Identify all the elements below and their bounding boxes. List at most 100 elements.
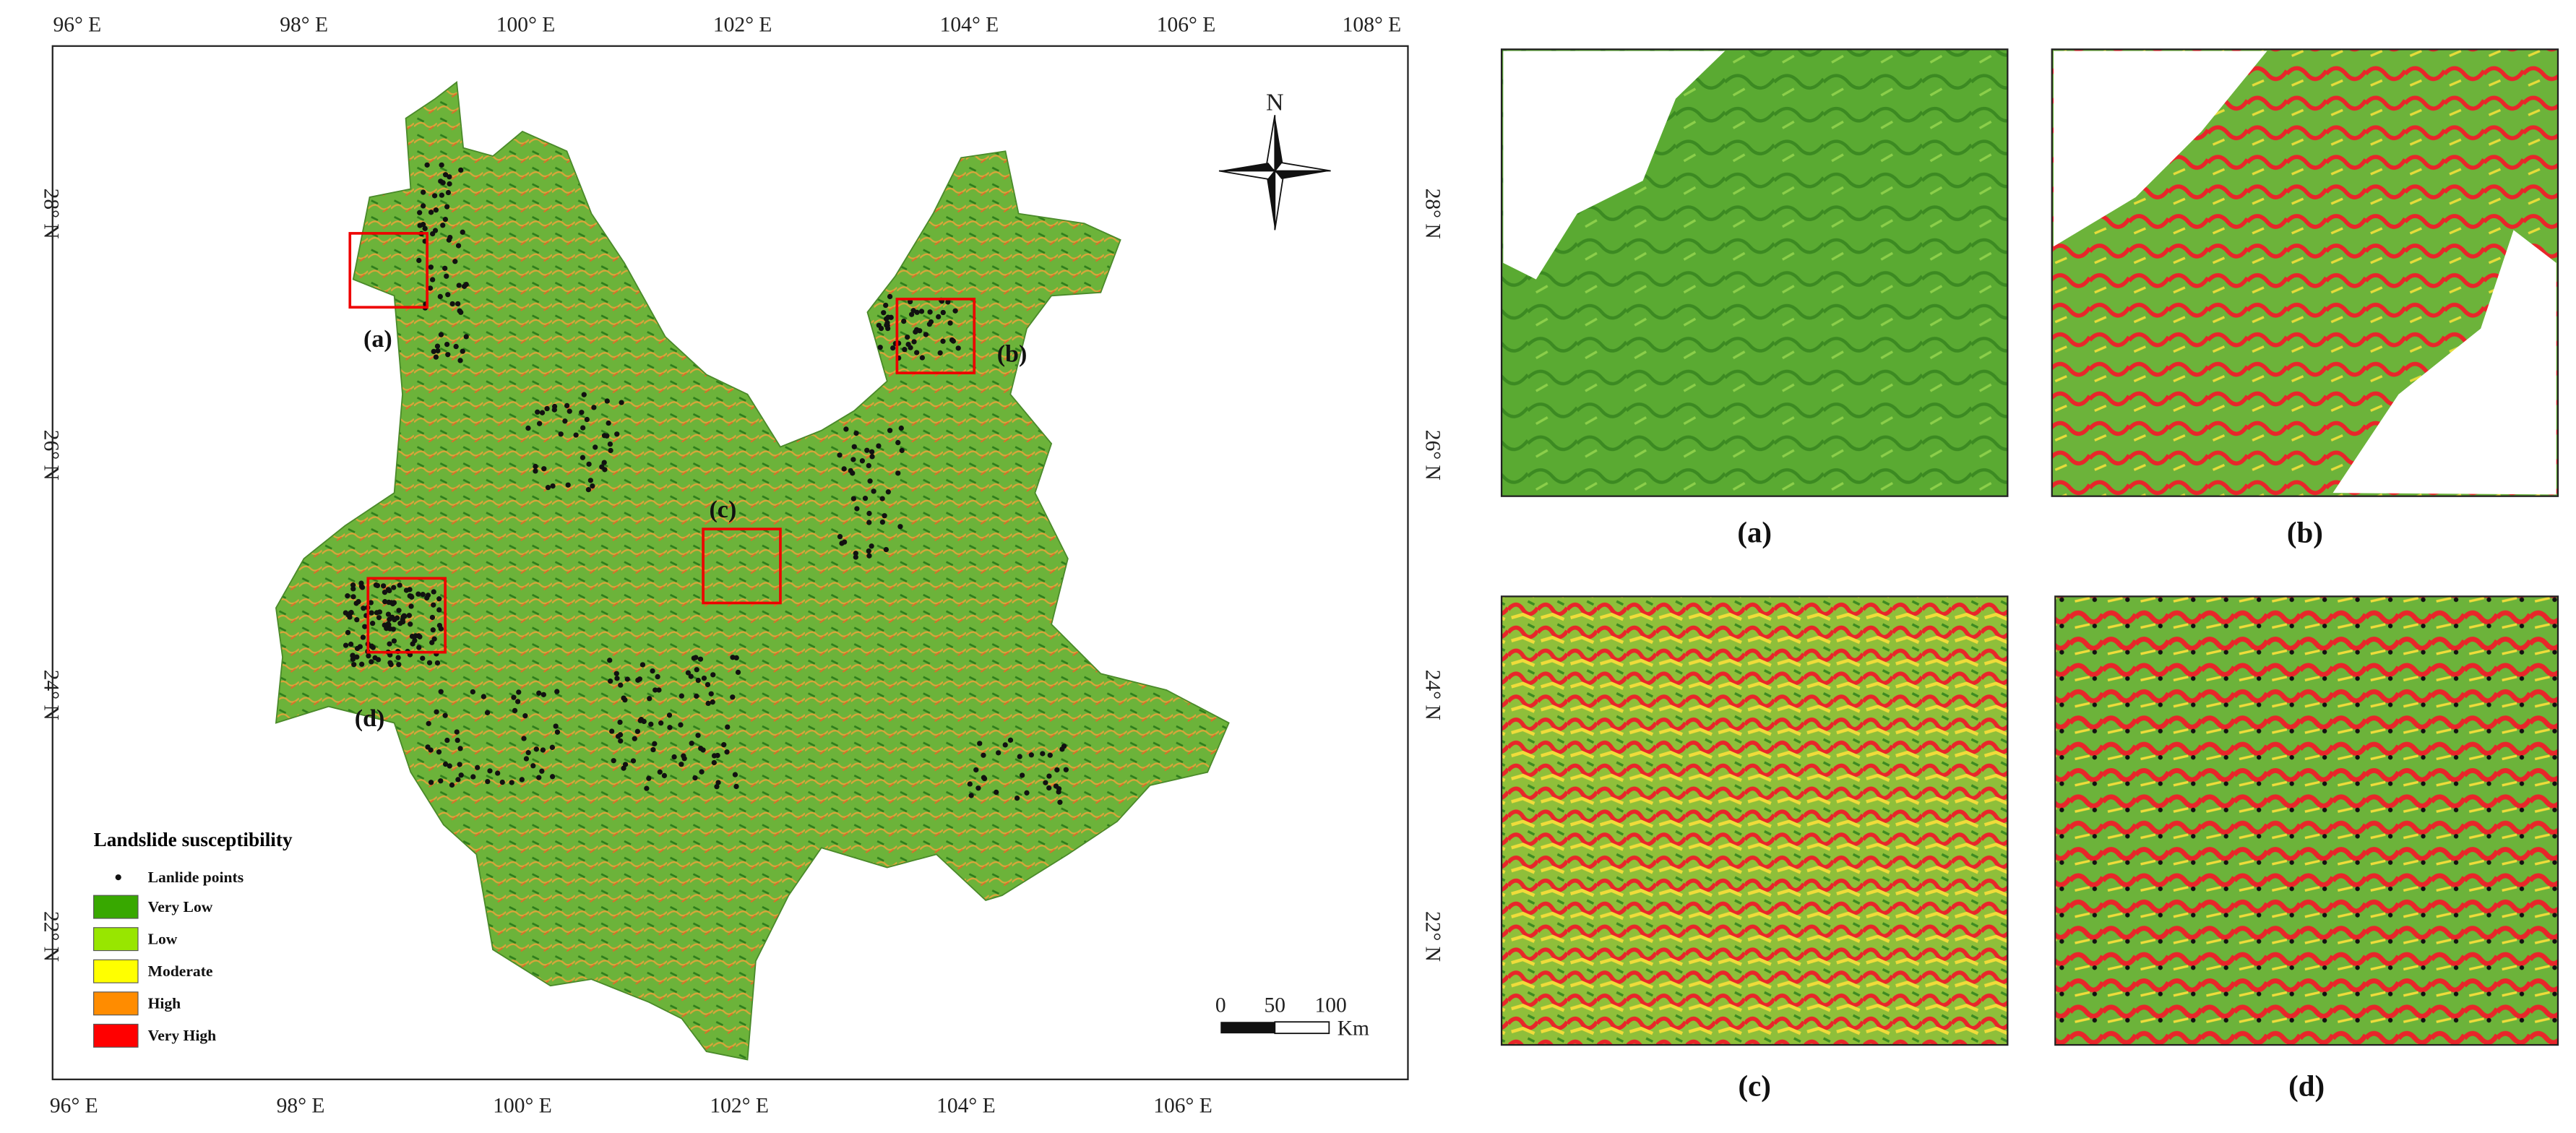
landslide-point <box>433 354 439 360</box>
lat-label: 22° N <box>39 911 62 962</box>
lon-label: 98° E <box>277 1094 325 1117</box>
landslide-point <box>1053 783 1059 789</box>
landslide-point <box>732 772 738 777</box>
legend: Very Low Low Moderate High Very High <box>93 895 216 1048</box>
landslide-point <box>885 314 891 320</box>
landslide-point <box>650 668 655 674</box>
north-label: N <box>1266 89 1284 116</box>
legend-swatch <box>93 895 139 919</box>
landslide-point <box>455 737 460 744</box>
zoom-box-label: (d) <box>355 705 385 732</box>
landslide-point <box>434 709 439 715</box>
lon-label: 104° E <box>940 13 999 36</box>
scale-unit: Km <box>1337 1017 1369 1040</box>
landslide-point <box>656 687 662 693</box>
landslide-point <box>614 676 620 681</box>
landslide-point <box>444 341 450 348</box>
landslide-point <box>644 785 650 791</box>
inset-blank <box>1503 51 1726 280</box>
landslide-point <box>619 400 624 405</box>
landslide-point <box>366 653 371 659</box>
landslide-point <box>403 587 410 593</box>
landslide-point <box>967 781 973 787</box>
landslide-point <box>361 606 366 611</box>
landslide-point <box>400 619 406 625</box>
landslide-point <box>647 696 652 702</box>
landslide-point <box>438 778 444 784</box>
landslide-point <box>447 181 452 187</box>
landslide-point <box>420 655 426 661</box>
landslide-point <box>354 645 361 652</box>
landslide-point <box>928 319 934 325</box>
landslide-point <box>427 285 434 291</box>
landslide-point <box>981 752 986 758</box>
landslide-point <box>417 223 423 228</box>
landslide-point <box>850 496 856 501</box>
landslide-point <box>350 582 356 588</box>
landslide-point <box>678 722 684 728</box>
landslide-point <box>455 243 462 249</box>
landslide-point <box>945 299 951 305</box>
landslide-point <box>658 720 664 726</box>
landslide-point <box>426 660 433 665</box>
landslide-point <box>667 725 673 731</box>
lon-label: 104° E <box>936 1094 996 1117</box>
landslide-point <box>694 693 699 699</box>
landslide-point <box>981 775 988 782</box>
landslide-point <box>396 662 402 668</box>
landslide-point <box>549 744 556 750</box>
legend-label: Moderate <box>148 962 213 980</box>
landslide-point <box>539 768 545 774</box>
landslide-point <box>396 608 402 613</box>
landslide-point <box>876 443 882 449</box>
landslide-point <box>721 742 727 748</box>
lon-label: 96° E <box>53 13 101 36</box>
landslide-point <box>657 769 663 775</box>
landslide-point <box>442 265 448 271</box>
landslide-point <box>387 626 393 632</box>
landslide-point <box>630 758 637 764</box>
landslide-point <box>648 721 654 727</box>
landslide-point <box>442 216 449 223</box>
landslide-point <box>458 167 464 173</box>
landslide-point <box>481 694 486 699</box>
scale-bar <box>1220 1022 1275 1034</box>
landslide-point <box>457 358 463 363</box>
landslide-point <box>701 675 707 681</box>
landslide-point <box>996 750 1001 756</box>
landslide-point <box>699 769 705 775</box>
landslide-point <box>374 610 380 616</box>
zoom-box <box>702 527 782 605</box>
lon-label: 106° E <box>1153 1094 1212 1117</box>
landslide-point <box>895 470 901 476</box>
inset-label: (c) <box>1738 1070 1770 1103</box>
landslide-point <box>416 645 422 650</box>
landslide-point <box>516 689 522 695</box>
landslide-point <box>710 672 716 678</box>
landslide-point <box>853 554 858 560</box>
landslide-point <box>431 348 436 355</box>
landslide-point <box>927 309 933 315</box>
lat-label: 24° N <box>1421 670 1444 720</box>
landslide-point <box>457 746 463 751</box>
landslide-point <box>652 687 658 693</box>
landslide-point <box>887 293 893 300</box>
landslide-point <box>536 775 542 780</box>
landslide-point <box>447 234 453 241</box>
landslide-point <box>436 749 442 755</box>
landslide-point <box>711 759 717 766</box>
landslide-point <box>417 210 423 215</box>
landslide-point <box>533 468 538 474</box>
landslide-point <box>368 600 374 606</box>
lon-label: 102° E <box>713 13 772 36</box>
landslide-point <box>455 777 461 783</box>
landslide-point <box>1007 737 1014 743</box>
landslide-point <box>580 455 586 460</box>
landslide-point <box>356 599 361 605</box>
landslide-point <box>705 681 711 688</box>
landslide-point <box>509 780 514 785</box>
landslide-point <box>705 700 711 707</box>
landslide-point <box>695 733 701 738</box>
zoom-box <box>366 577 447 654</box>
